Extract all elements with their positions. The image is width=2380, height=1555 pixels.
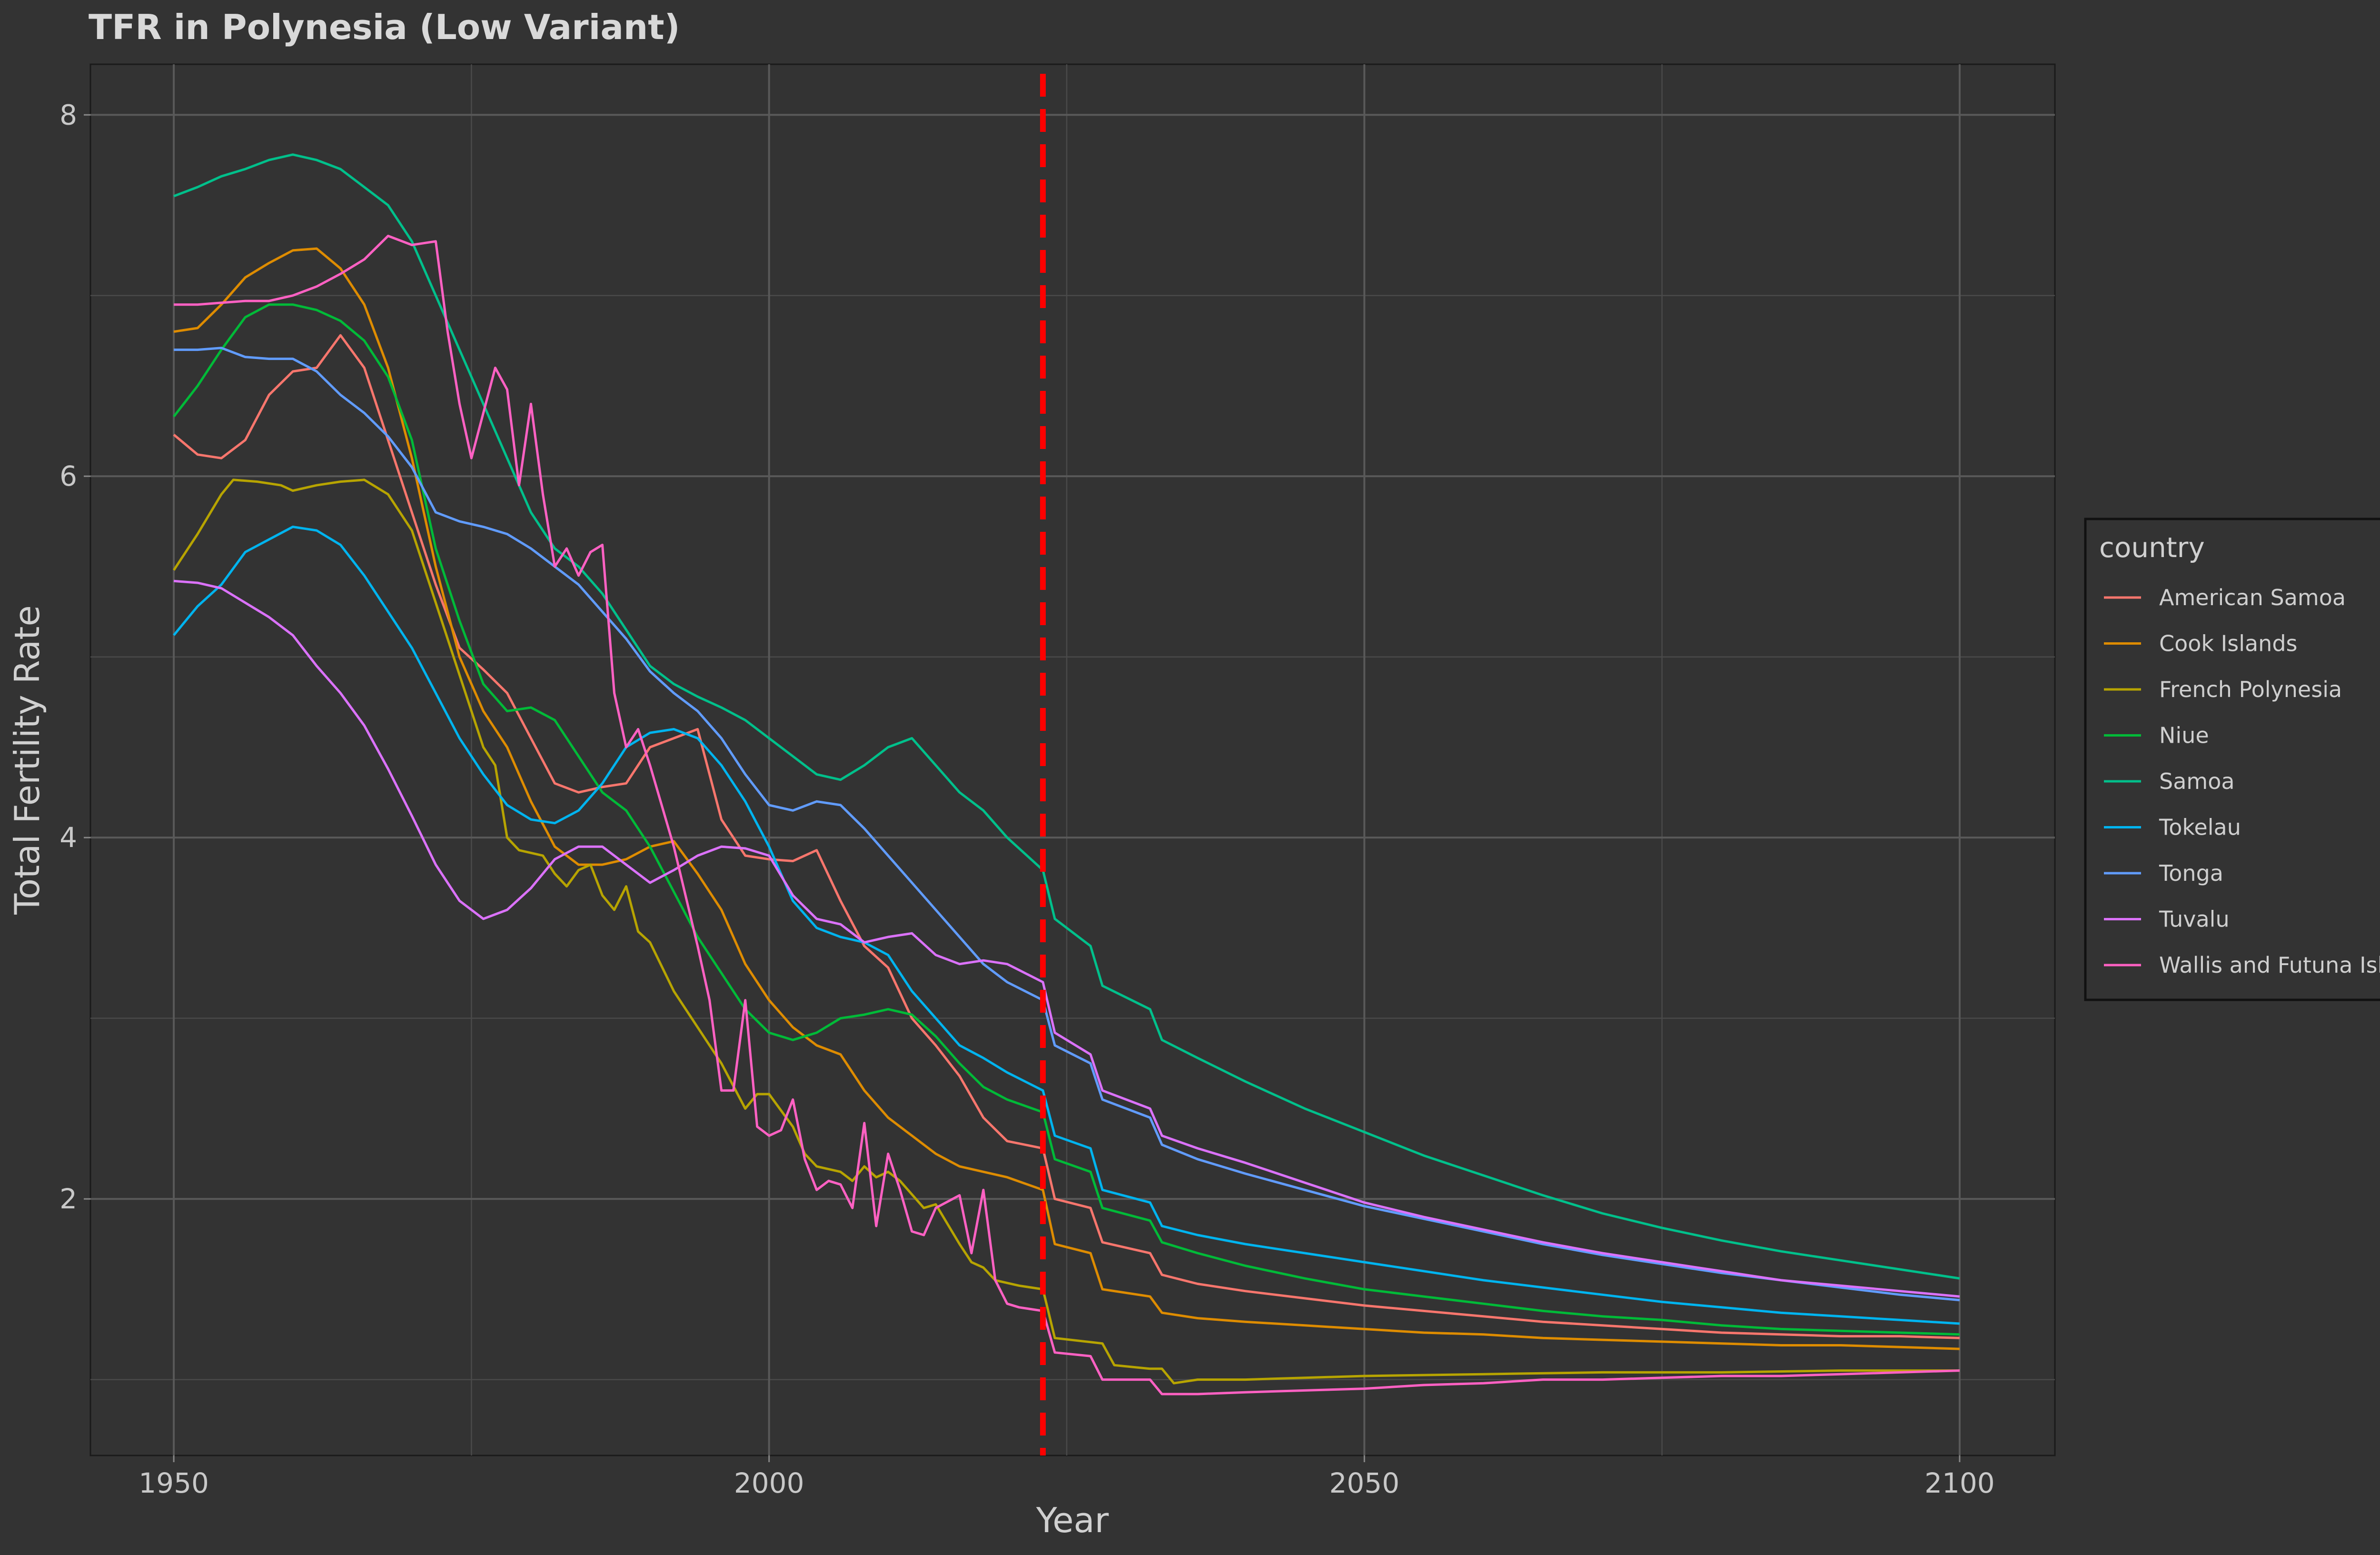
legend-label-tuvalu: Tuvalu xyxy=(2159,907,2230,932)
x-tick-label: 1950 xyxy=(139,1467,209,1499)
series-line-wallis-and-futuna-islands xyxy=(174,235,1960,1396)
x-axis-title: Year xyxy=(1036,1500,1109,1540)
legend-label-cook-islands: Cook Islands xyxy=(2159,631,2298,657)
x-tick-label: 2000 xyxy=(734,1467,804,1499)
series-line-samoa xyxy=(173,153,1960,1280)
y-tick-label: 6 xyxy=(60,460,77,492)
series-line-niue xyxy=(173,303,1960,1336)
series-line-tokelau xyxy=(173,526,1960,1325)
series-line-tuvalu xyxy=(173,579,1960,1298)
x-tick-label: 2100 xyxy=(1924,1467,1995,1499)
legend-label-american-samoa: American Samoa xyxy=(2159,585,2346,610)
y-tick-label: 4 xyxy=(60,821,77,854)
series-lines xyxy=(173,153,1960,1396)
chart-title: TFR in Polynesia (Low Variant) xyxy=(89,7,680,47)
y-tick-label: 2 xyxy=(60,1183,77,1215)
plot-panel xyxy=(89,63,2056,1456)
legend-title: country xyxy=(2099,531,2205,564)
series-line-french-polynesia xyxy=(173,478,1960,1385)
legend: country American Samoa Cook Islands French… xyxy=(2084,518,2380,1001)
legend-label-tokelau: Tokelau xyxy=(2159,815,2241,840)
legend-items: American Samoa Cook Islands French Polynes… xyxy=(2104,585,2380,978)
legend-label-tonga: Tonga xyxy=(2159,860,2223,886)
legend-label-french-polynesia: French Polynesia xyxy=(2159,677,2342,702)
legend-label-samoa: Samoa xyxy=(2159,768,2235,794)
x-tick-label: 2050 xyxy=(1329,1467,1399,1499)
y-tick-label: 8 xyxy=(60,99,77,131)
legend-label-wallis-and-futuna-islands: Wallis and Futuna Islands xyxy=(2159,952,2380,978)
y-axis-title: Total Fertility Rate xyxy=(7,605,47,915)
legend-label-niue: Niue xyxy=(2159,723,2209,748)
x-axis: 1950 2000 2050 2100 xyxy=(139,1455,1995,1499)
series-line-tonga xyxy=(174,347,1960,1302)
series-line-cook-islands xyxy=(173,247,1960,1350)
y-axis: 2 4 6 8 xyxy=(60,99,90,1215)
series-line-american-samoa xyxy=(173,334,1960,1339)
